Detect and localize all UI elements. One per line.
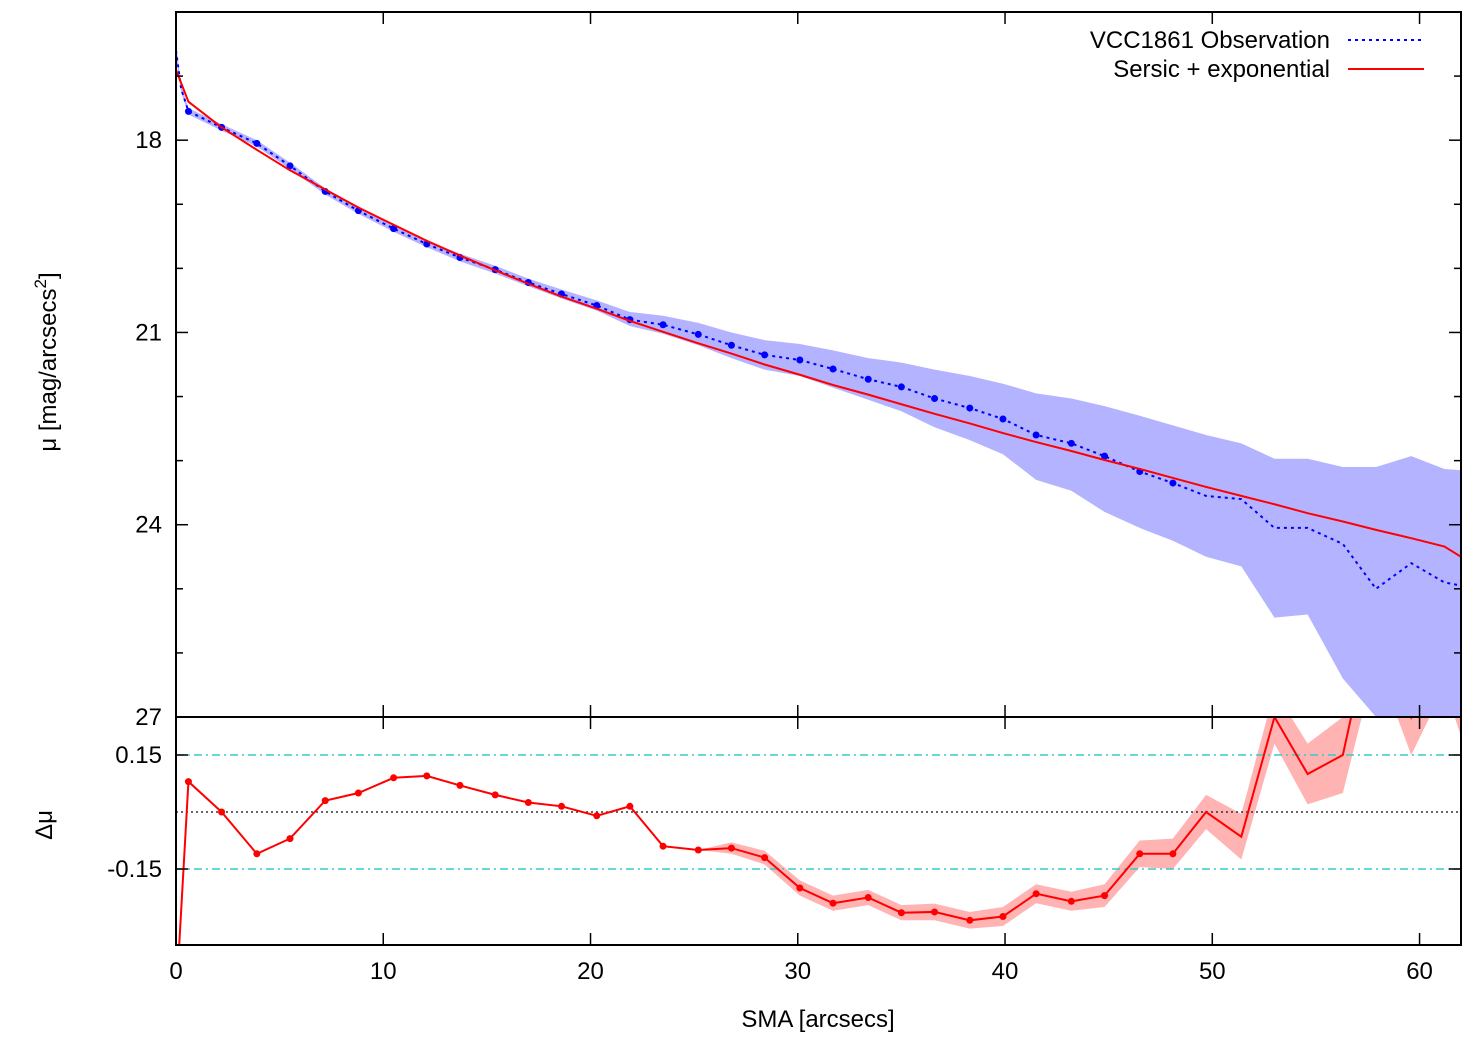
residual-point — [966, 916, 974, 924]
residual-point — [829, 899, 837, 907]
observation-point — [931, 394, 939, 402]
observation-point — [1101, 452, 1109, 460]
residual-point — [761, 854, 769, 862]
x-tick-label: 20 — [577, 958, 604, 985]
observation-point — [864, 375, 872, 383]
residual-point — [796, 884, 804, 892]
observation-point — [727, 341, 735, 349]
x-tick-label: 40 — [992, 958, 1019, 985]
observation-point — [253, 139, 261, 147]
bottom-panel: 0.15 -0.15 Δμ — [31, 716, 1462, 946]
observation-point — [966, 404, 974, 412]
y-tick-label: 0.15 — [115, 742, 162, 769]
residual-point — [1136, 850, 1144, 858]
observation-point — [761, 351, 769, 359]
residual-point — [218, 808, 226, 816]
residual-point — [558, 802, 565, 810]
y-tick-label: 24 — [135, 512, 162, 539]
bottom-frame — [175, 716, 1462, 946]
residual-point — [1032, 890, 1040, 898]
y-axis-label-sup: 2 — [31, 279, 50, 288]
x-tick-label: 50 — [1199, 958, 1226, 985]
observation-point — [1169, 479, 1177, 487]
residual-point — [321, 797, 329, 805]
y-tick-label: 18 — [135, 127, 162, 154]
residual-point — [659, 842, 667, 850]
observation-point — [390, 225, 398, 233]
residual-point — [354, 789, 362, 797]
observation-point — [694, 330, 702, 338]
residual-point — [593, 812, 601, 820]
legend-label: Sersic + exponential — [1113, 56, 1330, 83]
observation-point — [1067, 439, 1075, 447]
observation-point — [897, 383, 905, 391]
residual-point — [184, 778, 192, 786]
y-axis-label-main: μ [mag/arcsecs — [35, 288, 62, 451]
fit-line — [176, 69, 1461, 558]
observation-point — [184, 107, 192, 115]
y-tick-label: 27 — [135, 704, 162, 731]
y-tick-label: -0.15 — [107, 856, 162, 883]
observation-point — [999, 415, 1007, 423]
residual-point — [253, 850, 261, 858]
x-tick-label: 30 — [784, 958, 811, 985]
residual-point — [423, 772, 431, 780]
residual-point — [931, 908, 939, 916]
observation-point — [1032, 431, 1040, 439]
observation-point — [829, 365, 837, 373]
observation-point — [659, 321, 667, 329]
residual-point — [286, 835, 294, 843]
residual-point — [524, 799, 532, 806]
observation-line — [176, 50, 1461, 591]
residual-y-label: Δμ — [31, 810, 58, 840]
observation-point — [286, 162, 294, 170]
top-panel: 18 21 24 27 μ [mag/arcsecs2] — [31, 11, 1462, 731]
residual-point — [1169, 850, 1177, 858]
x-tick-label: 60 — [1406, 958, 1433, 985]
y-tick-label: 21 — [135, 319, 162, 346]
residual-point — [999, 913, 1007, 920]
residual-point — [727, 844, 735, 852]
x-axis: 0 10 20 30 40 50 60 — [169, 12, 1433, 985]
residual-point — [456, 781, 464, 789]
residual-line — [178, 717, 1413, 945]
residual-point — [694, 846, 702, 854]
residual-point — [390, 774, 398, 782]
x-axis-label: SMA [arcsecs] — [741, 1006, 894, 1033]
residual-error-band — [179, 717, 1461, 945]
residual-point — [897, 909, 905, 917]
y-axis-label-end: ] — [35, 272, 62, 279]
residual-point — [864, 894, 872, 901]
x-tick-label: 10 — [370, 958, 397, 985]
legend-label: VCC1861 Observation — [1090, 27, 1330, 54]
residual-point — [1101, 892, 1109, 900]
x-tick-label: 0 — [169, 958, 182, 985]
observation-point — [796, 356, 804, 364]
residual-point — [1067, 897, 1075, 905]
residual-point — [491, 791, 499, 799]
y-axis-label: μ [mag/arcsecs2] — [31, 272, 62, 451]
residual-point — [626, 802, 634, 810]
